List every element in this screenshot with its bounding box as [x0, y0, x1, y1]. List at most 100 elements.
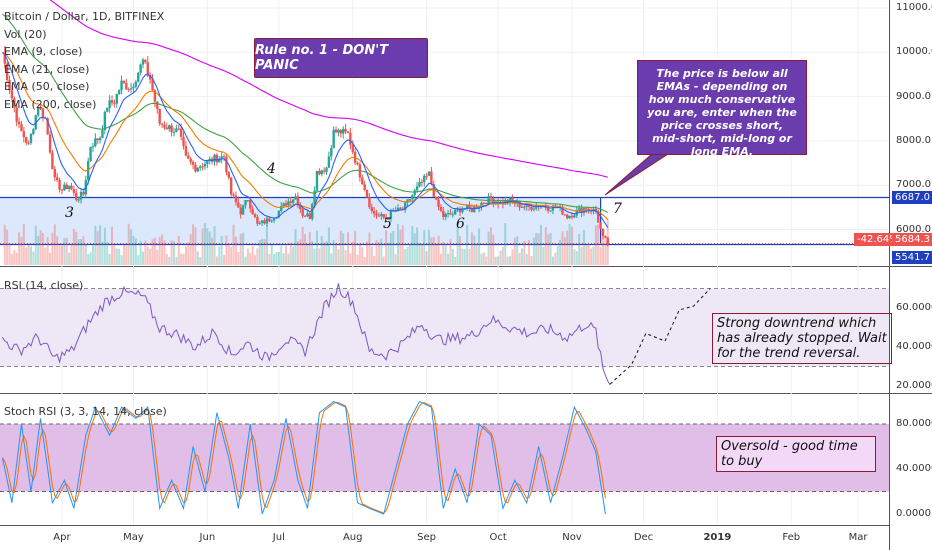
legend-ema-50: EMA (50, close): [4, 80, 90, 93]
candle-body: [334, 129, 338, 133]
candle-body: [260, 220, 264, 223]
stoch-note: Oversold - good time to buy: [716, 436, 876, 472]
candle-body: [263, 220, 266, 224]
candle-body: [168, 125, 171, 129]
volume-bar: [573, 249, 576, 265]
candle-body: [225, 156, 228, 173]
candle-body: [25, 137, 28, 143]
volume-bar: [413, 233, 416, 265]
rsi-pane-title: RSI (14, close): [4, 279, 84, 292]
volume-bar: [489, 227, 492, 265]
volume-bar: [82, 236, 85, 265]
rsi-tick-label: 60.0000: [896, 302, 932, 313]
volume-bar: [132, 236, 135, 265]
candle-body: [291, 199, 295, 203]
candle-body: [148, 74, 152, 80]
volume-bar: [551, 256, 554, 265]
volume-bar: [91, 244, 94, 265]
price-legend: Bitcoin / Dollar, 1D, BITFINEX Vol (20) …: [4, 8, 164, 113]
volume-bar: [423, 230, 426, 265]
volume-bar: [590, 248, 593, 265]
volume-bar: [268, 253, 271, 265]
volume-bar: [287, 253, 290, 265]
volume-bar: [225, 235, 228, 265]
volume-bar: [542, 246, 545, 265]
candle-body: [287, 201, 290, 206]
candle-body: [96, 138, 99, 141]
volume-bar: [108, 254, 111, 265]
candle-body: [32, 129, 35, 134]
candle-body: [199, 166, 202, 168]
volume-bar: [470, 232, 473, 265]
volume-bar: [6, 229, 9, 265]
volume-bar: [89, 252, 92, 265]
candle-body: [125, 82, 128, 90]
candle-body: [375, 213, 378, 216]
rsi-projection-line: [609, 288, 711, 385]
volume-bar: [346, 232, 349, 265]
candle-body: [22, 131, 26, 138]
candle-body: [585, 208, 588, 210]
volume-bar: [37, 235, 40, 265]
volume-bar: [10, 254, 13, 265]
candle-body: [110, 100, 114, 103]
candle-body: [268, 218, 271, 222]
volume-bar: [56, 236, 59, 265]
volume-bar: [354, 231, 357, 265]
candle-body: [306, 213, 309, 217]
volume-bar: [99, 225, 102, 265]
volume-bar: [189, 234, 192, 265]
volume-bar: [528, 240, 531, 265]
volume-bar: [308, 231, 311, 265]
price-tick-label: 8000.0: [896, 134, 931, 146]
volume-bar: [482, 252, 485, 265]
volume-bar: [80, 239, 83, 265]
volume-bar: [580, 246, 583, 265]
stoch-d-line: [1, 401, 606, 514]
volume-bar: [258, 240, 261, 265]
candle-body: [191, 161, 195, 165]
candle-body: [120, 80, 123, 91]
candle-body: [5, 63, 9, 80]
candle-body: [449, 213, 452, 215]
candle-body: [518, 201, 521, 208]
candle-body: [160, 123, 164, 125]
time-tick-label: Sep: [417, 532, 437, 543]
volume-bar: [65, 237, 68, 265]
volume-bar: [130, 229, 133, 265]
candle-body: [318, 170, 321, 175]
candle-body: [327, 156, 331, 168]
volume-bar: [373, 256, 376, 265]
volume-bar: [408, 243, 411, 265]
volume-bar: [122, 245, 125, 265]
candle-body: [129, 88, 133, 90]
volume-bar: [170, 240, 173, 265]
candle-body: [520, 206, 524, 208]
volume-bar: [394, 254, 397, 265]
volume-bar: [51, 232, 54, 265]
ema-200-line: [49, 0, 608, 178]
volume-bar: [282, 253, 285, 265]
candle-body: [322, 170, 326, 172]
volume-bar: [230, 246, 233, 265]
candle-body: [189, 158, 192, 162]
candle-body: [251, 208, 254, 215]
time-tick-label: May: [123, 532, 144, 543]
volume-bar: [535, 232, 538, 265]
candle-body: [115, 94, 118, 104]
volume-bar: [466, 224, 469, 265]
candle-body: [475, 206, 478, 209]
legend-volume: Vol (20): [4, 27, 47, 41]
volume-bar: [344, 250, 347, 265]
volume-bar: [165, 253, 168, 265]
candle-body: [530, 206, 533, 210]
candle-body: [77, 199, 80, 201]
candle-body: [349, 132, 352, 145]
candle-body: [244, 200, 247, 206]
candle-body: [280, 206, 283, 211]
candle-body: [337, 129, 340, 133]
candle-body: [437, 199, 440, 207]
volume-bar: [575, 251, 578, 265]
volume-bar: [285, 245, 288, 265]
rsi-note: Strong downtrend which has already stopp…: [712, 313, 892, 364]
